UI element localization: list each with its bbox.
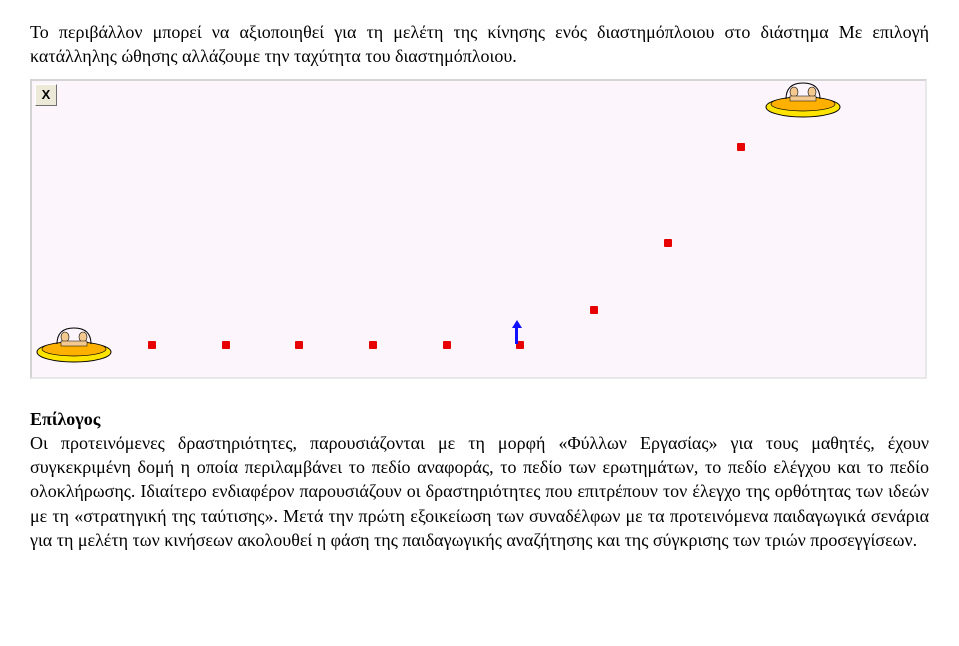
epilogue-paragraph: Οι προτεινόμενες δραστηριότητες, παρουσι… bbox=[30, 431, 929, 552]
ufo-right-icon bbox=[764, 77, 842, 119]
trajectory-dot bbox=[148, 341, 156, 349]
trajectory-dot bbox=[369, 341, 377, 349]
trajectory-dot bbox=[737, 143, 745, 151]
trajectory-dot bbox=[664, 239, 672, 247]
trajectory-dot bbox=[590, 306, 598, 314]
ufo-left-icon bbox=[35, 322, 113, 364]
trajectory-dot bbox=[295, 341, 303, 349]
trajectory-dot bbox=[443, 341, 451, 349]
epilogue-heading: Επίλογος bbox=[30, 407, 929, 431]
intro-paragraph: Το περιβάλλον μπορεί να αξιοποιηθεί για … bbox=[30, 20, 929, 69]
trajectory-dot bbox=[222, 341, 230, 349]
close-button[interactable]: X bbox=[35, 84, 57, 106]
simulation-canvas: X bbox=[30, 79, 927, 379]
